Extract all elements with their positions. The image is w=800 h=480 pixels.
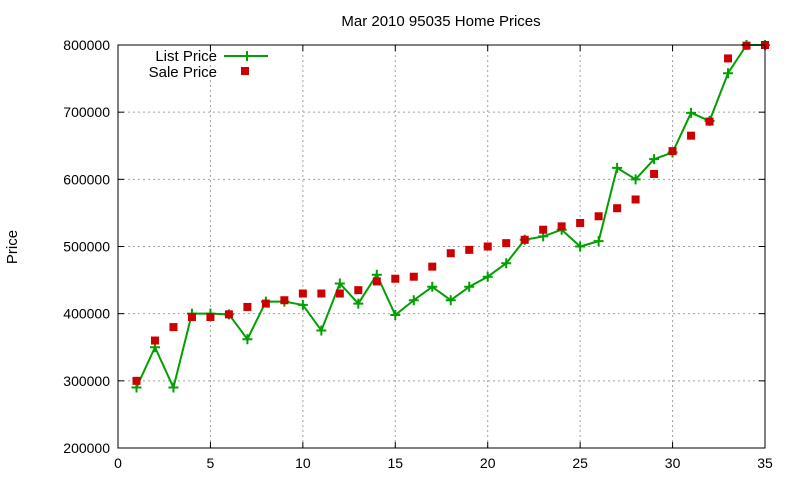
sale-price-point: [539, 225, 548, 234]
legend-label-sale-price: Sale Price: [149, 64, 217, 81]
x-tick-label: 35: [757, 455, 773, 471]
list-price-point: [353, 298, 364, 309]
list-price-point: [593, 236, 604, 247]
grid-lines: [118, 45, 765, 448]
plot-border: [117, 44, 766, 449]
y-tick-label: 300000: [63, 373, 110, 389]
sale-price-point: [409, 272, 418, 281]
sale-price-point: [206, 313, 215, 322]
sale-price-point: [317, 289, 326, 298]
list-price-point: [501, 258, 512, 269]
sale-price-point: [483, 242, 492, 251]
x-tick-label: 15: [387, 455, 403, 471]
list-price-point: [723, 68, 734, 79]
list-price-point: [575, 241, 586, 252]
list-price-point: [630, 174, 641, 185]
list-price-point: [612, 162, 623, 173]
sale-price-point: [557, 222, 566, 231]
sale-price-point: [391, 274, 400, 283]
sale-price-point: [650, 169, 659, 178]
x-tick-label: 0: [114, 455, 122, 471]
x-tick-label: 10: [295, 455, 311, 471]
sale-price-point: [372, 277, 381, 286]
list-price-point: [649, 154, 660, 165]
list-price-point: [445, 295, 456, 306]
legend: List Price Sale Price: [149, 48, 268, 81]
sale-price-point: [520, 235, 529, 244]
y-tick-label: 200000: [63, 440, 110, 456]
list-price-point: [316, 325, 327, 336]
sale-price-point: [243, 302, 252, 311]
sale-price-point: [261, 299, 270, 308]
list-price-point: [686, 107, 697, 118]
x-tick-label: 20: [480, 455, 496, 471]
x-tick-label: 30: [665, 455, 681, 471]
legend-marker-list-price: [242, 51, 252, 61]
list-price-point: [168, 382, 179, 393]
sale-price-point: [132, 376, 141, 385]
list-price-point: [482, 271, 493, 282]
list-price-point: [242, 334, 253, 345]
series-list-price: [131, 40, 770, 393]
sale-price-point: [687, 131, 696, 140]
y-tick-label: 700000: [63, 104, 110, 120]
sale-price-point: [150, 336, 159, 345]
sale-price-point: [594, 212, 603, 221]
legend-label-list-price: List Price: [155, 48, 217, 65]
list-price-point: [427, 281, 438, 292]
sale-price-point: [668, 147, 677, 156]
sale-price-point: [576, 218, 585, 227]
sale-price-point: [631, 195, 640, 204]
y-axis-label: Price: [4, 230, 21, 264]
sale-price-point: [169, 323, 178, 332]
sale-price-point: [742, 41, 751, 50]
y-tick-label: 500000: [63, 239, 110, 255]
sale-price-point: [465, 245, 474, 254]
sale-price-point: [187, 313, 196, 322]
x-tick-label: 25: [572, 455, 588, 471]
sale-price-point: [724, 54, 733, 63]
chart-title: Mar 2010 95035 Home Prices: [341, 13, 540, 30]
sale-price-point: [446, 249, 455, 258]
sale-price-point: [354, 286, 363, 295]
sale-price-point: [705, 117, 714, 126]
list-price-point: [390, 310, 401, 321]
y-tick-label: 600000: [63, 171, 110, 187]
list-price-point: [334, 278, 345, 289]
sale-price-point: [428, 262, 437, 271]
y-tick-label: 400000: [63, 306, 110, 322]
sale-price-point: [224, 310, 233, 319]
y-tick-labels: 200000 300000 400000 500000 600000 700000 8000…: [63, 37, 765, 456]
sale-price-point: [298, 289, 307, 298]
legend-marker-sale-price: [241, 67, 249, 75]
sale-price-point: [502, 239, 511, 248]
sale-price-point: [280, 296, 289, 305]
x-tick-labels: 0 5 10 15 20 25 30 35: [114, 45, 773, 471]
sale-price-point: [613, 204, 622, 213]
list-price-line: [135, 44, 765, 389]
series-sale-price: [132, 41, 769, 385]
x-tick-label: 5: [207, 455, 215, 471]
list-price-point: [408, 295, 419, 306]
list-price-point: [297, 299, 308, 310]
sale-price-point: [335, 289, 344, 298]
y-tick-label: 800000: [63, 37, 110, 53]
list-price-point: [464, 281, 475, 292]
